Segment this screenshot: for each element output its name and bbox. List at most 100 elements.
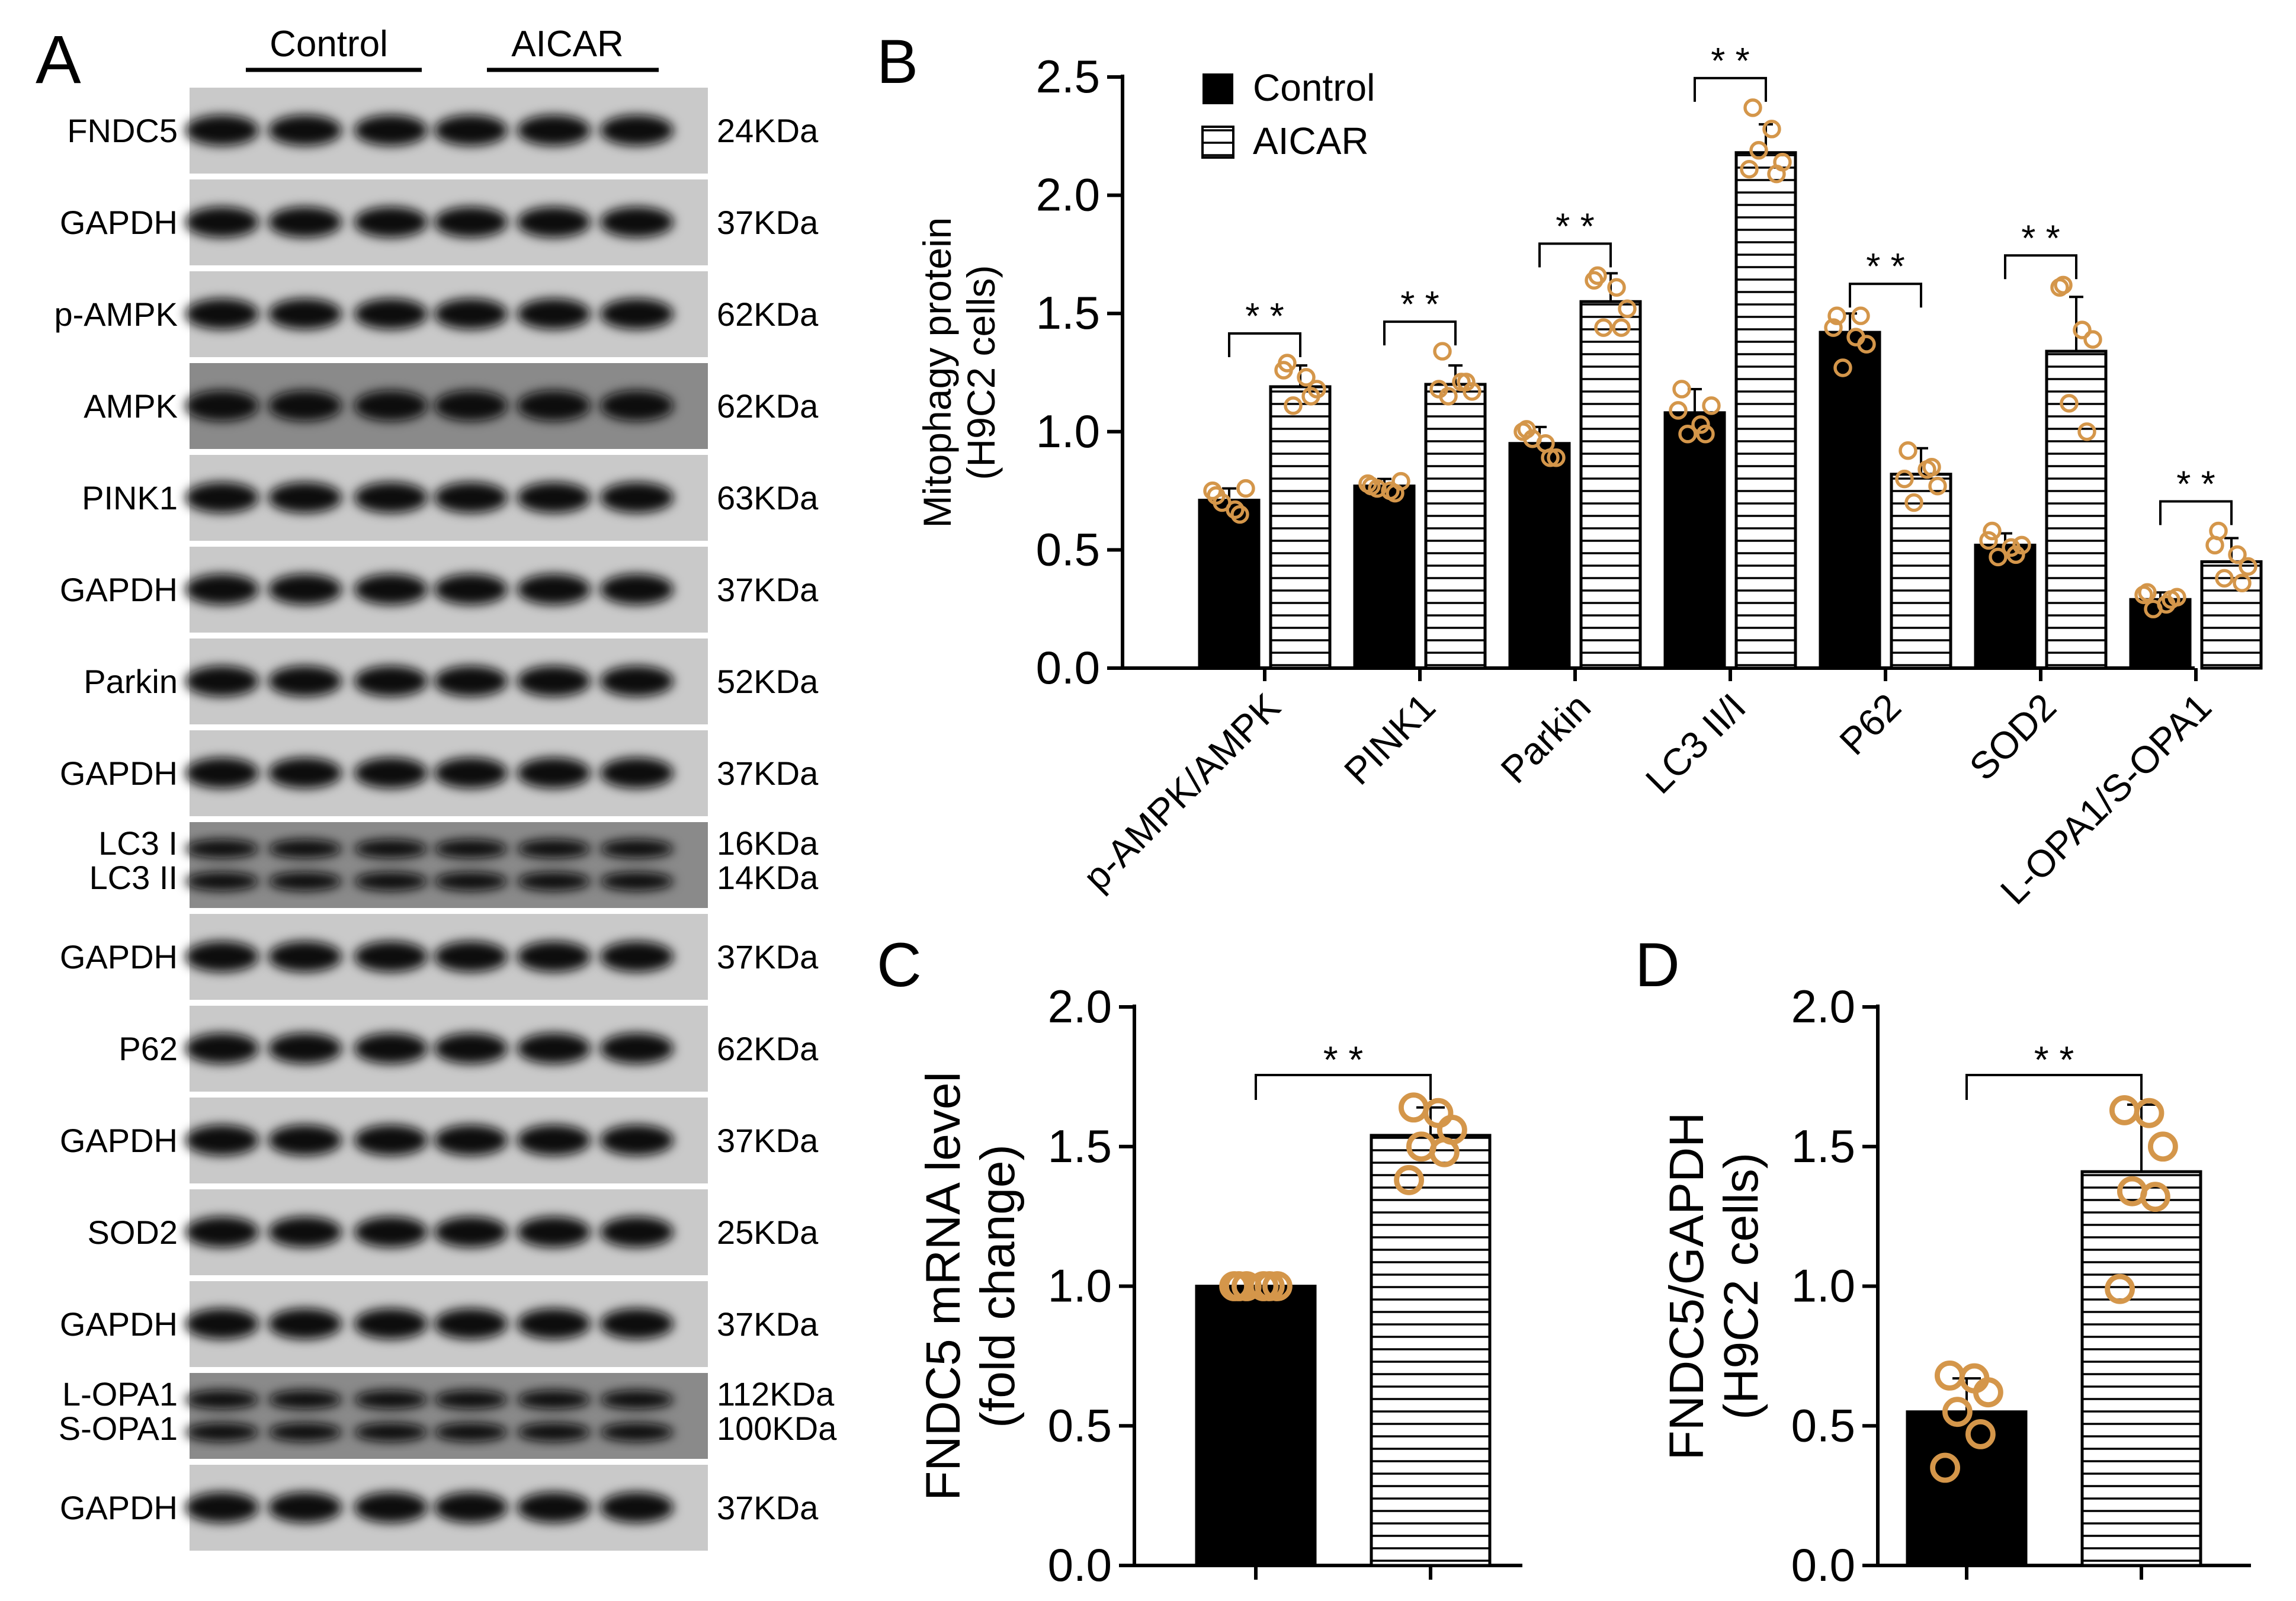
blot-protein-label: Parkin xyxy=(84,663,178,700)
blot-protein-label: AMPK xyxy=(84,387,178,425)
blot-size-label: 37KDa xyxy=(717,204,819,241)
bar-aicar xyxy=(2080,1170,2202,1567)
data-point xyxy=(1429,1137,1460,1167)
data-point xyxy=(1433,342,1452,361)
blot-protein-label: GAPDH xyxy=(60,938,178,976)
data-point xyxy=(1899,441,1917,460)
data-point xyxy=(1301,387,1320,406)
data-point xyxy=(1749,141,1768,160)
y-tick-label: 1.5 xyxy=(1036,287,1100,339)
blot-band xyxy=(354,1390,428,1409)
blot-row: GAPDH 37KDa xyxy=(60,1281,819,1367)
blot-band xyxy=(268,299,342,329)
significance-label: * * xyxy=(1711,41,1749,82)
data-point xyxy=(1203,481,1222,500)
data-point xyxy=(2006,545,2025,564)
blot-band xyxy=(600,839,674,858)
data-point xyxy=(2162,590,2180,609)
data-point xyxy=(1678,425,1697,444)
x-tick-label: p-AMPK/AMPK xyxy=(1075,685,1288,899)
blot-band xyxy=(354,574,428,605)
blot-size-label: 37KDa xyxy=(717,1122,819,1159)
blot-band xyxy=(185,390,259,421)
blot-protein-label: P62 xyxy=(118,1030,178,1067)
blot-band xyxy=(600,482,674,513)
blot-band xyxy=(434,390,508,421)
y-axis-title-line1: Mitophagy protein xyxy=(915,217,959,528)
data-point xyxy=(2050,278,2069,297)
blot-band xyxy=(517,1308,591,1339)
blot-band xyxy=(434,482,508,513)
y-tick-label: 1.0 xyxy=(1036,405,1100,457)
blot-band xyxy=(268,1390,342,1409)
blot-protein-label: GAPDH xyxy=(60,571,178,608)
blot-band xyxy=(434,758,508,788)
data-point xyxy=(1983,521,2002,541)
blot-size-label: 62KDa xyxy=(717,296,819,333)
data-point xyxy=(2228,545,2247,564)
blot-band xyxy=(354,758,428,788)
data-point xyxy=(1274,361,1293,380)
blot-band xyxy=(268,1217,342,1247)
blot-band xyxy=(517,299,591,329)
data-point xyxy=(1767,164,1786,184)
data-point xyxy=(2077,422,2096,441)
bar-aicar xyxy=(1370,1134,1492,1567)
blot-band xyxy=(600,115,674,146)
y-tick-label: 2.5 xyxy=(1036,50,1100,102)
data-point xyxy=(2215,569,2234,588)
y-tick-label: 0.5 xyxy=(1036,523,1100,575)
legend-swatch-control xyxy=(1202,73,1233,104)
bar-control xyxy=(1974,543,2037,670)
data-point xyxy=(1696,425,1715,444)
blot-band xyxy=(517,390,591,421)
data-point xyxy=(1762,120,1781,139)
blot-protein-label: PINK1 xyxy=(82,479,178,516)
y-tick-label: 0.5 xyxy=(1791,1399,1855,1451)
blot-row: GAPDH 37KDa xyxy=(60,730,819,816)
blot-band xyxy=(185,839,259,858)
blot-protein-label: GAPDH xyxy=(60,1122,178,1159)
significance-label: * * xyxy=(2176,464,2215,505)
blot-band xyxy=(600,666,674,697)
data-point xyxy=(1672,380,1691,399)
y-tick-label: 0.5 xyxy=(1048,1399,1112,1451)
blot-row: GAPDH 37KDa xyxy=(60,179,819,265)
bar-control xyxy=(1198,499,1261,670)
blot-band xyxy=(434,115,508,146)
data-point xyxy=(1857,335,1876,354)
significance-label: * * xyxy=(1400,284,1439,325)
blot-band xyxy=(268,574,342,605)
blot-band xyxy=(517,207,591,238)
data-point xyxy=(1934,1360,1965,1391)
significance-label: * * xyxy=(1245,296,1284,337)
bar-aicar xyxy=(1269,385,1332,670)
significance-label: * * xyxy=(1556,206,1594,247)
panel-b-mitophagy-chart: B 0.0 0.5 1.0 1.5 2.0 2.5 Mitophagy protein (H9… xyxy=(877,27,2263,913)
blot-size-label: 37KDa xyxy=(717,1305,819,1343)
data-point xyxy=(1585,271,1604,290)
blot-band xyxy=(434,872,508,891)
data-point xyxy=(1904,493,1923,512)
blot-row: SOD2 25KDa xyxy=(88,1189,819,1275)
x-tick-label-group: p-AMPK/AMPK xyxy=(1075,685,1288,899)
blot-band xyxy=(185,758,259,788)
blot-band xyxy=(600,1217,674,1247)
blot-band xyxy=(434,1390,508,1409)
bar-control xyxy=(1195,1285,1317,1567)
blot-band xyxy=(185,207,259,238)
panel-c-fndc5-mrna-chart: C 0.0 0.5 1.0 1.5 2.0 FNDC5 mRNA level (fold c… xyxy=(877,931,1522,1591)
data-point xyxy=(2239,557,2257,576)
bar-control xyxy=(1508,442,1571,670)
blot-band xyxy=(354,207,428,238)
blot-band xyxy=(268,758,342,788)
y-axis-title-line2: (H9C2 cells) xyxy=(1714,1153,1768,1420)
data-point xyxy=(1669,401,1688,420)
blot-protein-label: GAPDH xyxy=(60,755,178,792)
x-tick-label: Parkin xyxy=(1493,685,1599,791)
data-point xyxy=(2083,330,2102,349)
blot-size-label: 16KDa xyxy=(717,824,819,862)
blot-row: p-AMPK 62KDa xyxy=(54,271,819,357)
blot-protein-label: S-OPA1 xyxy=(59,1410,178,1447)
